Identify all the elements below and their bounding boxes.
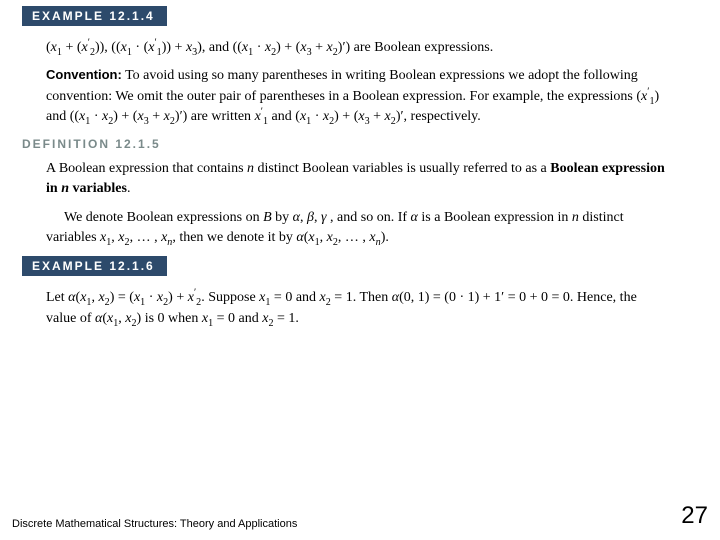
example-2-text: Let α(x1, x2) = (x1 · x2) + x′2. Suppose…	[46, 288, 668, 329]
denote-a: We denote Boolean expressions on	[64, 210, 263, 225]
denote-paragraph: We denote Boolean expressions on B by α,…	[46, 208, 668, 249]
example-1-expressions: (x1 + (x′2)), ((x1 · (x′1)) + x3), and (…	[46, 38, 668, 58]
page-number: 27	[681, 502, 708, 530]
definition-text: A Boolean expression that contains n dis…	[46, 159, 668, 200]
example-badge-1: EXAMPLE 12.1.4	[22, 6, 167, 26]
footer-text: Discrete Mathematical Structures: Theory…	[12, 518, 297, 530]
convention-paragraph: Convention: To avoid using so many paren…	[46, 66, 668, 127]
example-badge-1-text: EXAMPLE 12.1.4	[32, 9, 155, 23]
def-b: distinct Boolean variables is usually re…	[254, 161, 550, 176]
definition-heading: DEFINITION 12.1.5	[22, 137, 692, 151]
example-badge-2-text: EXAMPLE 12.1.6	[32, 259, 155, 273]
example-badge-2: EXAMPLE 12.1.6	[22, 256, 167, 276]
footer: Discrete Mathematical Structures: Theory…	[12, 502, 708, 530]
def-a: A Boolean expression that contains	[46, 161, 247, 176]
convention-label: Convention:	[46, 67, 122, 82]
definition-heading-text: DEFINITION 12.1.5	[22, 137, 161, 151]
denote-b: by α, β, γ , and so on. If α is a Boolea…	[272, 210, 572, 225]
